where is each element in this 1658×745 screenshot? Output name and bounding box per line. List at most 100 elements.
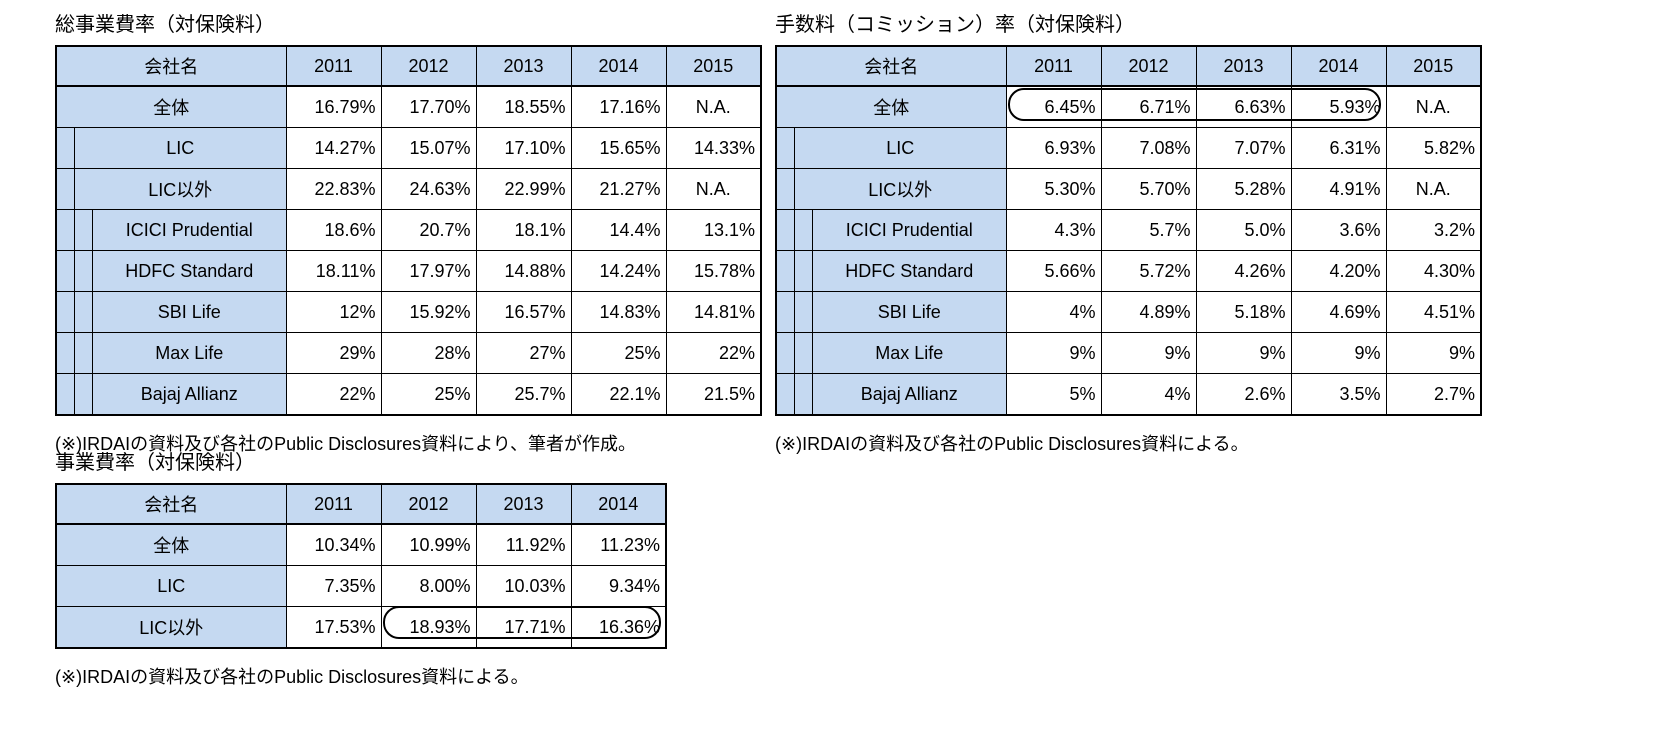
value-cell: 10.03% <box>475 565 572 607</box>
value-cell: 5.0% <box>1195 209 1292 251</box>
value-cell: 4.89% <box>1100 291 1197 333</box>
indent-strip <box>75 210 93 250</box>
indent-strip <box>75 251 93 291</box>
value-cell: 5.93% <box>1290 85 1387 128</box>
value-cell: 27% <box>475 332 572 374</box>
company-label: Bajaj Allianz <box>140 383 238 404</box>
table-wrap: 会社名 2011 2012 2013 2014 全体 10.34% 10.99% 11.92% 1… <box>55 483 667 649</box>
value-cell: 16.36% <box>570 606 667 649</box>
value-cell: 4% <box>1005 291 1102 333</box>
company-label: Max Life <box>875 342 944 363</box>
data-table: 会社名 2011 2012 2013 2014 全体 10.34% 10.99% 11.92% 1… <box>55 483 667 649</box>
value-cell: 21.27% <box>570 168 667 210</box>
year-header-cell: 2014 <box>1290 45 1387 87</box>
value-cell: 22% <box>285 373 382 416</box>
indent-strip <box>795 333 813 373</box>
table-row: ICICI Prudential 4.3% 5.7% 5.0% 3.6% 3.2% <box>775 209 1482 251</box>
value-cell: 17.71% <box>475 606 572 649</box>
value-cell: N.A. <box>1385 85 1482 128</box>
table-row: HDFC Standard 5.66% 5.72% 4.26% 4.20% 4.30% <box>775 250 1482 292</box>
company-cell-inner: 全体 <box>57 525 285 565</box>
value-cell: 22% <box>665 332 762 374</box>
company-label: LIC <box>886 137 915 158</box>
company-cell-inner: ICICI Prudential <box>57 210 285 250</box>
table-row: LIC 6.93% 7.08% 7.07% 6.31% 5.82% <box>775 127 1482 169</box>
value-cell: 9% <box>1195 332 1292 374</box>
value-cell: 20.7% <box>380 209 477 251</box>
company-cell: LIC <box>55 127 287 169</box>
company-cell-inner: 全体 <box>777 87 1005 127</box>
value-cell: 11.92% <box>475 523 572 566</box>
company-cell: LIC以外 <box>55 168 287 210</box>
company-cell: SBI Life <box>55 291 287 333</box>
indent-strip <box>75 333 93 373</box>
company-label: 全体 <box>153 98 190 118</box>
table-row: 全体 16.79% 17.70% 18.55% 17.16% N.A. <box>55 85 762 128</box>
table-row: Max Life 9% 9% 9% 9% 9% <box>775 332 1482 374</box>
value-cell: 14.24% <box>570 250 667 292</box>
value-cell: 14.81% <box>665 291 762 333</box>
table-row: SBI Life 4% 4.89% 5.18% 4.69% 4.51% <box>775 291 1482 333</box>
company-cell: ICICI Prudential <box>775 209 1007 251</box>
value-cell: 9% <box>1385 332 1482 374</box>
header-row: 会社名 2011 2012 2013 2014 2015 <box>55 45 762 87</box>
company-cell-inner: SBI Life <box>777 292 1005 332</box>
value-cell: 4.30% <box>1385 250 1482 292</box>
year-header-cell: 2014 <box>570 483 667 525</box>
value-cell: 6.63% <box>1195 85 1292 128</box>
table-row: LIC以外 5.30% 5.70% 5.28% 4.91% N.A. <box>775 168 1482 210</box>
value-cell: 7.08% <box>1100 127 1197 169</box>
value-cell: 16.57% <box>475 291 572 333</box>
indent-strip <box>75 292 93 332</box>
value-cell: 3.6% <box>1290 209 1387 251</box>
year-header-cell: 2013 <box>1195 45 1292 87</box>
company-label: LIC以外 <box>139 618 204 638</box>
value-cell: N.A. <box>1385 168 1482 210</box>
value-cell: 4.51% <box>1385 291 1482 333</box>
value-cell: 17.10% <box>475 127 572 169</box>
indent-strip <box>57 251 75 291</box>
value-cell: 29% <box>285 332 382 374</box>
indent-strip <box>777 251 795 291</box>
company-label: HDFC Standard <box>125 260 254 281</box>
indent-strip <box>57 292 75 332</box>
value-cell: 17.53% <box>285 606 382 649</box>
company-label: Bajaj Allianz <box>860 383 958 404</box>
value-cell: 4.20% <box>1290 250 1387 292</box>
table-wrap: 会社名 2011 2012 2013 2014 2015 全体 6.45% 6.71% 6.63%… <box>775 45 1482 416</box>
table-row: 全体 6.45% 6.71% 6.63% 5.93% N.A. <box>775 85 1482 128</box>
company-cell: ICICI Prudential <box>55 209 287 251</box>
company-cell-inner: HDFC Standard <box>777 251 1005 291</box>
year-header-cell: 2014 <box>570 45 667 87</box>
indent-strip <box>777 292 795 332</box>
company-cell: 全体 <box>775 85 1007 128</box>
company-cell: LIC以外 <box>55 606 287 649</box>
company-label: ICICI Prudential <box>125 219 253 240</box>
value-cell: 3.2% <box>1385 209 1482 251</box>
company-cell: SBI Life <box>775 291 1007 333</box>
company-cell: LIC <box>55 565 287 607</box>
company-label: LIC <box>157 575 186 596</box>
indent-strip <box>57 210 75 250</box>
company-cell-inner: ICICI Prudential <box>777 210 1005 250</box>
company-label: LIC <box>166 137 195 158</box>
value-cell: 14.88% <box>475 250 572 292</box>
value-cell: 11.23% <box>570 523 667 566</box>
year-header-cell: 2013 <box>475 45 572 87</box>
company-cell-inner: LIC以外 <box>777 169 1005 209</box>
year-header-cell: 2011 <box>285 45 382 87</box>
table-row: LIC 14.27% 15.07% 17.10% 15.65% 14.33% <box>55 127 762 169</box>
year-header-cell: 2012 <box>1100 45 1197 87</box>
value-cell: 8.00% <box>380 565 477 607</box>
company-label: ICICI Prudential <box>845 219 973 240</box>
value-cell: 28% <box>380 332 477 374</box>
value-cell: 4.69% <box>1290 291 1387 333</box>
value-cell: 25.7% <box>475 373 572 416</box>
company-header-cell: 会社名 <box>55 483 287 525</box>
indent-strip <box>57 374 75 414</box>
indent-strip <box>795 210 813 250</box>
indent-strip <box>777 169 795 209</box>
value-cell: 5.66% <box>1005 250 1102 292</box>
company-cell: 全体 <box>55 85 287 128</box>
